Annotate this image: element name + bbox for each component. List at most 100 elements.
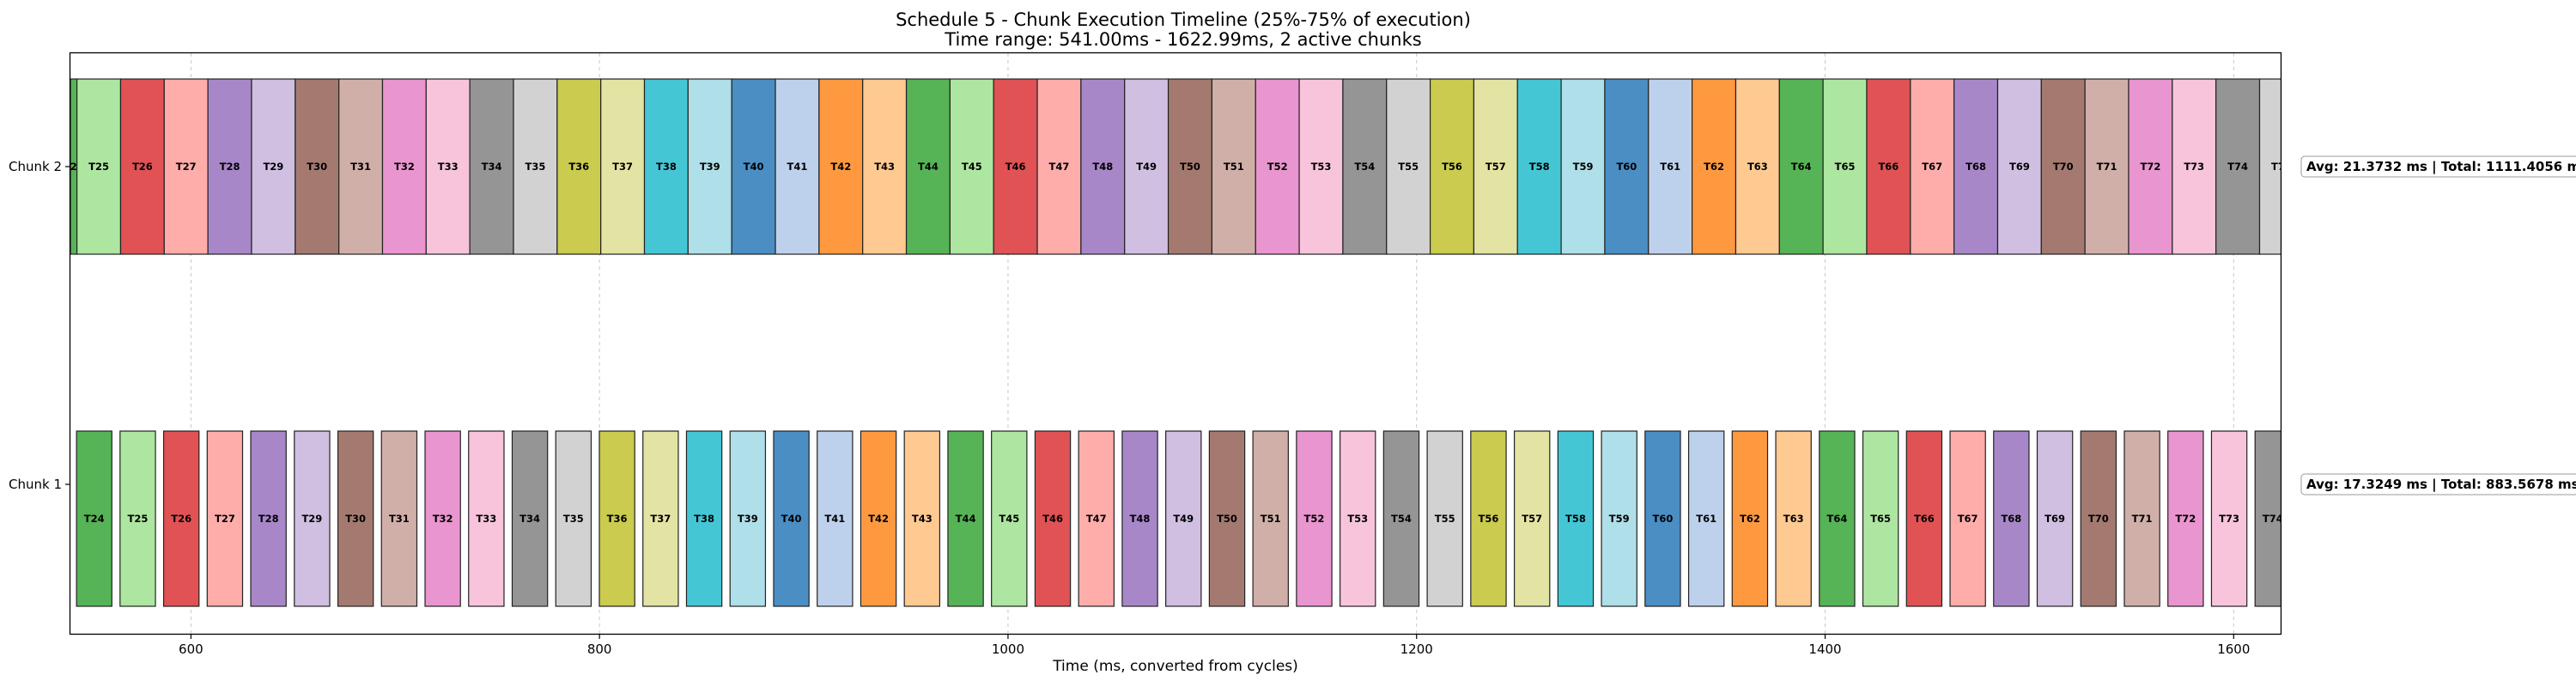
task-bar bbox=[1034, 430, 1072, 607]
task-label: T65 bbox=[1870, 513, 1891, 525]
task-label: T37 bbox=[650, 513, 671, 525]
task-bar bbox=[817, 430, 854, 607]
task-bar bbox=[1255, 78, 1300, 255]
task-bar bbox=[1124, 78, 1170, 255]
row-annotation: Avg: 17.3249 ms | Total: 883.5678 ms bbox=[2306, 477, 2576, 493]
task-bar bbox=[1516, 78, 1562, 255]
task-bar bbox=[1036, 78, 1082, 255]
plot-frame bbox=[69, 52, 2282, 635]
task-bar bbox=[642, 430, 679, 607]
task-label: T47 bbox=[1086, 513, 1107, 525]
task-label: T36 bbox=[568, 161, 589, 173]
task-bar bbox=[380, 430, 418, 607]
annotation-box bbox=[2300, 155, 2576, 178]
task-bar bbox=[1996, 78, 2042, 255]
task-bar bbox=[119, 430, 156, 607]
task-bar bbox=[2215, 78, 2261, 255]
task-label: T28 bbox=[258, 513, 279, 525]
task-bar bbox=[511, 430, 549, 607]
task-bar bbox=[337, 430, 374, 607]
task-bar bbox=[295, 78, 340, 255]
task-label: T41 bbox=[824, 513, 845, 525]
task-label: T46 bbox=[1005, 161, 1026, 173]
task-label: T66 bbox=[1914, 513, 1935, 525]
task-label: T73 bbox=[2184, 161, 2204, 173]
x-tick-label: 1200 bbox=[1400, 641, 1433, 657]
task-label: T66 bbox=[1878, 161, 1899, 173]
task-label: T44 bbox=[918, 161, 939, 173]
task-label: T45 bbox=[962, 161, 982, 173]
task-bar bbox=[600, 78, 646, 255]
task-label: T72 bbox=[2140, 161, 2160, 173]
task-label: T46 bbox=[1042, 513, 1063, 525]
task-bar bbox=[991, 430, 1028, 607]
task-label: T68 bbox=[1965, 161, 1986, 173]
task-bar bbox=[1604, 78, 1649, 255]
task-bar bbox=[1470, 430, 1507, 607]
task-bar bbox=[1601, 430, 1637, 607]
task-label: T27 bbox=[176, 161, 197, 173]
task-bar bbox=[1080, 78, 1126, 255]
task-label: T41 bbox=[787, 161, 808, 173]
task-label: T26 bbox=[132, 161, 153, 173]
task-bar bbox=[1208, 430, 1246, 607]
task-label: T70 bbox=[2088, 513, 2109, 525]
task-label: T38 bbox=[694, 513, 714, 525]
task-bar bbox=[468, 430, 505, 607]
task-label: T43 bbox=[912, 513, 933, 525]
task-bar bbox=[773, 430, 810, 607]
task-label: T67 bbox=[1958, 513, 1978, 525]
task-bar bbox=[1386, 78, 1431, 255]
task-label: T74 bbox=[2263, 513, 2283, 525]
task-label: T62 bbox=[1740, 513, 1760, 525]
task-bar bbox=[1252, 430, 1289, 607]
task-bar bbox=[381, 78, 427, 255]
x-tick-label: 1400 bbox=[1808, 641, 1841, 657]
task-label: T30 bbox=[345, 513, 366, 525]
task-bar bbox=[1165, 430, 1202, 607]
task-bars: T24 T25 T26 T27 T28 T29 T30 T31 T32 T33 T34 T35 T36 T… bbox=[70, 78, 2292, 607]
task-bar bbox=[687, 78, 732, 255]
task-bar bbox=[162, 430, 200, 607]
task-bar bbox=[513, 78, 558, 255]
task-label: T32 bbox=[433, 513, 453, 525]
task-bar bbox=[860, 430, 897, 607]
task-bar bbox=[1078, 430, 1115, 607]
row-annotation: Avg: 21.3732 ms | Total: 1111.4056 ms bbox=[2306, 159, 2576, 175]
task-label: T74 bbox=[2227, 161, 2248, 173]
x-tick-label: 600 bbox=[179, 641, 204, 657]
chart-title: Schedule 5 - Chunk Execution Timeline (2… bbox=[896, 9, 1471, 30]
task-bar bbox=[643, 78, 689, 255]
task-label: T42 bbox=[868, 513, 889, 525]
task-label: T53 bbox=[1347, 513, 1368, 525]
task-label: T35 bbox=[525, 161, 545, 173]
task-label: T34 bbox=[482, 161, 502, 173]
task-label: T25 bbox=[88, 161, 109, 173]
task-label: T37 bbox=[612, 161, 633, 173]
task-bar bbox=[1731, 430, 1769, 607]
task-label: T43 bbox=[874, 161, 895, 173]
task-label: T71 bbox=[2132, 513, 2153, 525]
task-label: T57 bbox=[1522, 513, 1542, 525]
task-bar bbox=[598, 430, 635, 607]
y-tick-label: Chunk 1 bbox=[9, 477, 62, 492]
task-label: T52 bbox=[1267, 161, 1288, 173]
task-bar bbox=[2040, 78, 2086, 255]
task-bar bbox=[1513, 430, 1551, 607]
task-bar bbox=[731, 78, 776, 255]
task-bar bbox=[424, 430, 461, 607]
task-bar bbox=[2123, 430, 2160, 607]
task-label: T25 bbox=[127, 513, 148, 525]
task-label: T53 bbox=[1311, 161, 1332, 173]
task-label: T58 bbox=[1565, 513, 1586, 525]
task-label: T57 bbox=[1485, 161, 1506, 173]
task-bar bbox=[1560, 78, 1606, 255]
task-label: T32 bbox=[394, 161, 415, 173]
task-label: T75 bbox=[2271, 161, 2292, 173]
task-bar bbox=[469, 78, 514, 255]
task-bar bbox=[1426, 430, 1463, 607]
x-tick-label: 1000 bbox=[992, 641, 1024, 657]
task-bar bbox=[1866, 78, 1911, 255]
task-label: T64 bbox=[1826, 513, 1847, 525]
task-label: T49 bbox=[1136, 161, 1157, 173]
